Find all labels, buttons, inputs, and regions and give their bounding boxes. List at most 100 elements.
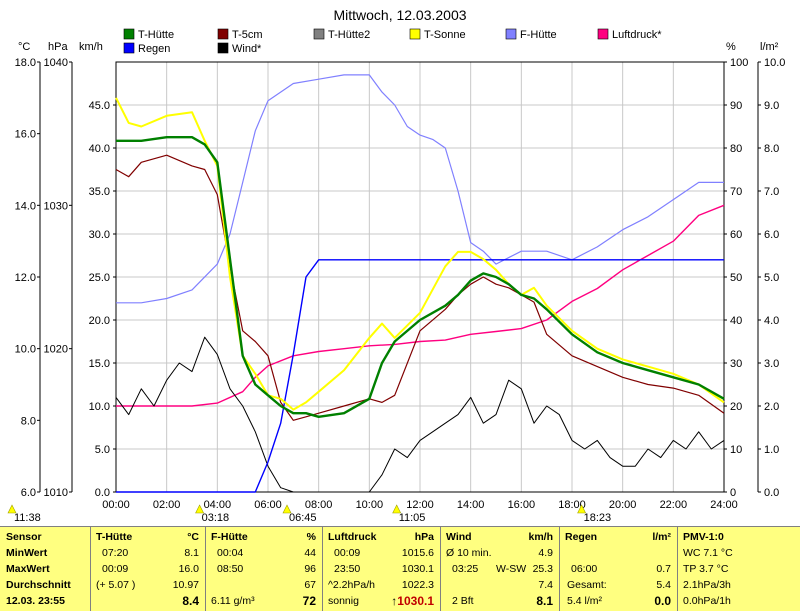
t-avg: 10.97 <box>172 579 199 591</box>
humidity-axis-tick-label: 100 <box>730 57 748 69</box>
time-marker: 03:18 <box>195 504 230 524</box>
header-luftdruck: Luftdruck <box>328 531 377 543</box>
x-tick-label: 08:00 <box>305 499 333 511</box>
header-regen: Regen <box>565 531 598 543</box>
series-line-luftdruck <box>116 204 725 407</box>
humidity-axis-tick-label: 90 <box>730 100 742 112</box>
x-tick-label: 24:00 <box>710 499 738 511</box>
humidity-axis-tick-label: 0 <box>730 487 736 499</box>
x-tick-label: 18:00 <box>558 499 586 511</box>
x-tick-label: 22:00 <box>660 499 688 511</box>
rain-axis-tick-label: 0.0 <box>764 487 779 499</box>
legend-label: T-5cm <box>232 29 263 41</box>
axes: 6.08.010.012.014.016.018.010101020103010… <box>15 57 786 511</box>
temp-axis-tick-label: 18.0 <box>15 57 36 69</box>
rain-axis-tick-label: 4.0 <box>764 315 779 327</box>
rain-axis-tick-label: 2.0 <box>764 401 779 413</box>
humidity-axis-tick-label: 40 <box>730 315 742 327</box>
wind-axis-tick-label: 25.0 <box>89 272 110 284</box>
humidity-axis-tick-label: 20 <box>730 401 742 413</box>
r-now-note: 5.4 l/m² <box>567 595 603 607</box>
pmv-r1: 0.0hPa/1h <box>683 595 731 607</box>
f-now-note: 6.11 g/m³ <box>211 595 255 607</box>
time-marker-label: 03:18 <box>202 512 230 524</box>
x-tick-label: 00:00 <box>102 499 130 511</box>
x-tick-label: 20:00 <box>609 499 637 511</box>
label-avg: Durchschnitt <box>6 579 71 591</box>
x-tick-label: 12:00 <box>406 499 434 511</box>
grid <box>115 61 725 493</box>
legend-item: Luftdruck* <box>597 28 662 41</box>
l-now-value: 1030.1 <box>397 594 434 608</box>
header-w-unit: km/h <box>528 531 553 543</box>
temp-axis-tick-label: 8.0 <box>21 415 36 427</box>
legend-item: T-5cm <box>217 28 263 41</box>
w-max-dir: W-SW <box>496 563 527 575</box>
pmv-tp: TP 3.7 °C <box>683 563 729 575</box>
pressure-axis-tick-label: 1040 <box>44 57 68 69</box>
legend-item: T-Hütte2 <box>313 28 370 41</box>
legend-label: T-Hütte <box>138 29 174 41</box>
x-tick-label: 14:00 <box>457 499 485 511</box>
legend-item: T-Sonne <box>409 28 466 41</box>
pressure-axis-tick-label: 1030 <box>44 200 68 212</box>
time-marker-label: 11:05 <box>399 512 426 524</box>
col-pmv: PMV-1:0 WC 7.1 °C TP 3.7 °C 2.1hPa/3h 0.… <box>677 527 800 611</box>
weather-chart: Mittwoch, 12.03.2003 T-Hütte T-5cm T-Hütte… <box>7 7 786 524</box>
rain-axis-tick-label: 5.0 <box>764 272 779 284</box>
rain-axis-tick-label: 8.0 <box>764 143 779 155</box>
header-f-huette: F-Hütte <box>211 531 248 543</box>
l-weather: sonnig <box>328 595 359 607</box>
pressure-up-arrow-icon: ↑ <box>391 594 398 608</box>
legend-label: T-Hütte2 <box>328 29 370 41</box>
time-marker: 11:38 <box>7 504 41 524</box>
legend-swatch <box>217 28 229 40</box>
legend-swatch <box>123 42 135 54</box>
time-marker: 11:05 <box>392 504 426 524</box>
rain-axis-tick-label: 10.0 <box>764 57 785 69</box>
r-max-time: 06:00 <box>571 563 598 575</box>
r-max: 0.7 <box>656 563 671 575</box>
humidity-axis-tick-label: 50 <box>730 272 742 284</box>
humidity-axis-tick-label: 80 <box>730 143 742 155</box>
t-now: 8.4 <box>182 594 199 608</box>
r-now: 0.0 <box>654 594 671 608</box>
legend-label: F-Hütte <box>520 29 557 41</box>
header-pmv: PMV-1:0 <box>683 531 724 543</box>
l-min-time: 00:09 <box>334 547 361 559</box>
series-line-t-sonne <box>115 97 725 411</box>
w-bft: 2 Bft <box>452 595 474 607</box>
x-tick-label: 16:00 <box>508 499 536 511</box>
time-marker-icon <box>282 504 292 514</box>
w-max: 25.3 <box>532 563 553 575</box>
legend-item: F-Hütte <box>505 28 557 41</box>
series-line-t-5cm <box>115 154 725 421</box>
w-max-time: 03:25 <box>452 563 479 575</box>
legend-label: Wind* <box>232 43 262 55</box>
temp-axis-tick-label: 10.0 <box>15 344 36 356</box>
time-marker-icon <box>577 504 587 514</box>
bottom-markers: 11:38 03:18 06:45 11:05 18:23 <box>7 504 612 524</box>
x-tick-label: 10:00 <box>356 499 384 511</box>
t-min-time: 07:20 <box>102 547 129 559</box>
wind-axis-tick-label: 40.0 <box>89 143 110 155</box>
legend-swatch <box>313 28 325 40</box>
r-total-label: Gesamt: <box>567 579 607 591</box>
pressure-axis-tick-label: 1020 <box>44 344 68 356</box>
legend-item: T-Hütte <box>123 28 174 41</box>
humidity-axis-tick-label: 70 <box>730 186 742 198</box>
label-min: MinWert <box>6 547 48 559</box>
temp-axis-tick-label: 16.0 <box>15 129 36 141</box>
time-marker-label: 18:23 <box>584 512 612 524</box>
pmv-wc: WC 7.1 °C <box>683 547 733 559</box>
r-total: 5.4 <box>656 579 671 591</box>
humidity-axis-tick-label: 30 <box>730 358 742 370</box>
l-now: ↑1030.1 <box>391 593 434 609</box>
header-wind: Wind <box>446 531 472 543</box>
wind-axis-tick-label: 35.0 <box>89 186 110 198</box>
l-trend: ^2.2hPa/h <box>328 579 375 591</box>
header-t-huette: T-Hütte <box>96 531 133 543</box>
label-max: MaxWert <box>6 563 50 575</box>
humidity-axis-tick-label: 10 <box>730 444 742 456</box>
